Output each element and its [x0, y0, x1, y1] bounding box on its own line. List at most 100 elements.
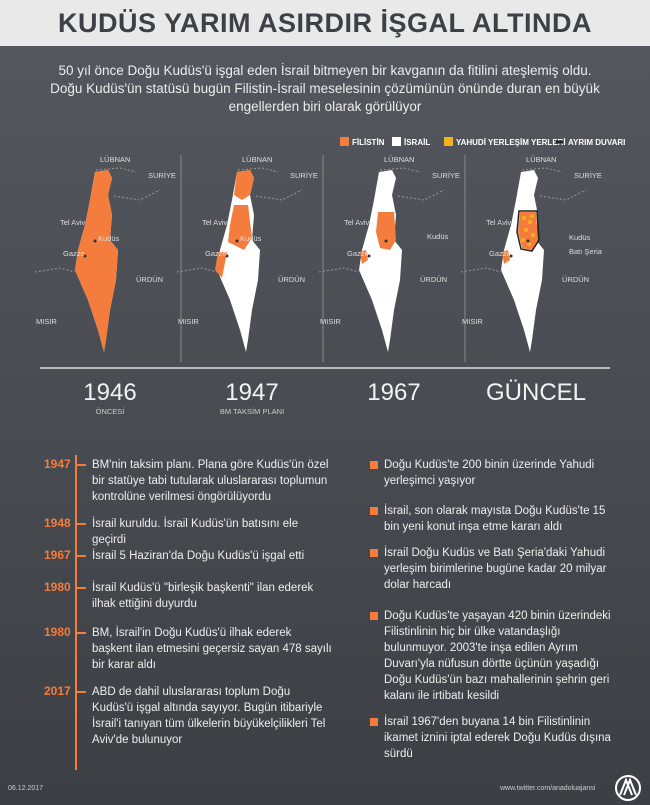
title: KUDÜS YARIM ASIRDIR İŞGAL ALTINDA	[57, 8, 593, 38]
place-label: MISIR	[320, 317, 341, 326]
city-dot	[225, 254, 229, 258]
place-label: Kudüs	[569, 233, 591, 242]
fact-text: Doğu Kudüs'te 200 binin üzerinde Yahudi …	[384, 459, 595, 487]
place-label: Kudüs	[98, 234, 120, 243]
legend-label: YAHUDİ YERLEŞİM YERLERİ	[456, 138, 566, 147]
map-caption: ÖNCESİ	[96, 407, 125, 416]
timeline-year: 1967	[44, 548, 71, 562]
place-label: Kudüs	[240, 234, 262, 243]
bullet	[370, 461, 378, 469]
legend-label: AYRIM DUVARI	[568, 138, 625, 147]
title-bar	[0, 0, 650, 46]
timeline-text: BM'nin taksim planı. Plana göre Kudüs'ün…	[92, 459, 329, 503]
map: LÜBNAN SURİYE Tel Aviv Kudüs Batı Şeria Gazze…	[460, 155, 603, 352]
timeline-text: BM, İsrail'in Doğu Kudüs'ü ilhak ederek …	[92, 627, 332, 671]
legend-swatch	[340, 137, 349, 146]
settlement	[527, 242, 531, 246]
bullet	[370, 612, 378, 620]
place-label: SURİYE	[148, 171, 176, 180]
place-label: Gazze	[63, 249, 85, 258]
place-label: ÜRDÜN	[278, 275, 305, 284]
place-label: SURİYE	[432, 171, 460, 180]
palestine-area	[228, 205, 252, 250]
bullet	[370, 549, 378, 557]
place-label: SURİYE	[290, 171, 318, 180]
settlement	[531, 233, 535, 237]
city-dot	[93, 239, 97, 243]
settlement	[528, 220, 532, 224]
city-dot	[367, 254, 371, 258]
border	[34, 267, 76, 273]
place-label: Tel Aviv	[202, 218, 228, 227]
city-dot	[526, 239, 530, 243]
timeline-text: İsrail 5 Haziran'da Doğu Kudüs'ü işgal e…	[92, 550, 305, 562]
place-label: ÜRDÜN	[420, 275, 447, 284]
place-label: LÜBNAN	[242, 155, 272, 164]
palestine-area	[75, 170, 118, 352]
subtitle: 50 yıl önce Doğu Kudüs'ü işgal eden İsra…	[50, 63, 600, 114]
settlement	[530, 214, 534, 218]
palestine-area	[215, 252, 227, 278]
logo-mark	[619, 777, 637, 796]
city-dot	[73, 221, 77, 225]
bullet	[370, 507, 378, 515]
border	[176, 267, 218, 273]
settlement	[524, 228, 528, 232]
fact-text: Doğu Kudüs'te yaşayan 420 binin üzerinde…	[384, 610, 611, 702]
border	[95, 167, 137, 173]
city-dot	[499, 221, 503, 225]
palestine-area	[502, 250, 510, 264]
place-label: Batı Şeria	[569, 247, 603, 256]
map: LÜBNAN SURİYE Tel Aviv Kudüs Gazze ÜRDÜN MISIR	[34, 155, 176, 352]
city-dot	[83, 254, 87, 258]
place-label: Tel Aviv	[344, 218, 370, 227]
border	[255, 189, 303, 201]
legend-swatch	[392, 137, 401, 146]
legend-label: FİLİSTİN	[352, 138, 385, 147]
city-dot	[357, 221, 361, 225]
border	[539, 189, 587, 201]
fact-text: İsrail Doğu Kudüs ve Batı Şeria'daki Yah…	[384, 547, 607, 591]
place-label: MISIR	[178, 317, 199, 326]
map-caption: BM TAKSİM PLANI	[220, 407, 284, 416]
place-label: LÜBNAN	[100, 155, 130, 164]
place-label: ÜRDÜN	[136, 275, 163, 284]
bullet	[370, 718, 378, 726]
settlement	[521, 238, 525, 242]
place-label: SURİYE	[574, 171, 602, 180]
border	[113, 189, 161, 201]
timeline-text: İsrail Kudüs'ü "birleşik başkenti" ilan …	[92, 582, 314, 610]
fact-text: İsrail 1967'den buyana 14 bin Filistinli…	[384, 716, 611, 760]
place-label: ÜRDÜN	[562, 275, 589, 284]
place-label: MISIR	[462, 317, 483, 326]
place-label: MISIR	[36, 317, 57, 326]
settlement	[522, 216, 526, 220]
border	[521, 167, 563, 173]
legend-label: İSRAİL	[404, 138, 430, 147]
fact-text: İsrail, son olarak mayısta Doğu Kudüs'te…	[384, 505, 606, 533]
timeline-year: 2017	[44, 684, 71, 698]
city-dot	[235, 239, 239, 243]
place-label: LÜBNAN	[384, 155, 414, 164]
border	[397, 189, 445, 201]
city-dot	[215, 221, 219, 225]
logo	[615, 775, 641, 801]
map-year: 1946	[83, 379, 136, 406]
map-year: GÜNCEL	[486, 379, 586, 406]
place-label: Gazze	[489, 249, 511, 258]
timeline-year: 1980	[44, 625, 71, 639]
palestine-area	[234, 170, 254, 200]
timeline-text: ABD de dahil uluslararası toplum Doğu Ku…	[92, 686, 326, 746]
place-label: Gazze	[205, 249, 227, 258]
footer-date: 06.12.2017	[8, 785, 44, 792]
border	[237, 167, 279, 173]
city-dot	[509, 254, 513, 258]
place-label: LÜBNAN	[526, 155, 556, 164]
timeline-year: 1948	[44, 516, 71, 530]
map: LÜBNAN SURİYE Tel Aviv Kudüs Gazze ÜRDÜN MISIR	[176, 155, 318, 352]
place-label: Kudüs	[427, 232, 449, 241]
map-year: 1967	[367, 379, 420, 406]
